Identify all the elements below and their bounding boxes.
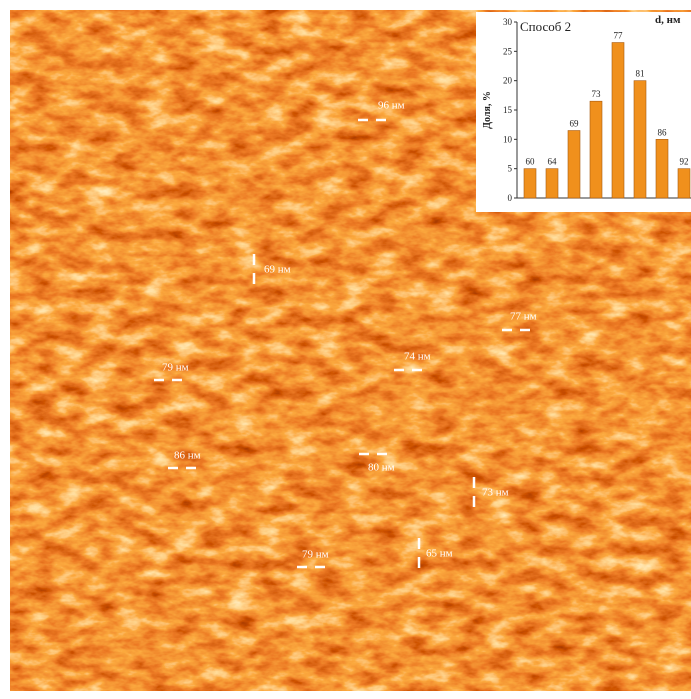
- annotation-label: 69 нм: [264, 264, 291, 276]
- y-tick-label: 25: [503, 46, 513, 56]
- bar: [568, 131, 580, 198]
- bar-category-label: 60: [526, 157, 536, 167]
- annotation-label: 79 нм: [162, 362, 189, 374]
- y-axis-label: Доля, %: [482, 91, 493, 129]
- y-tick-label: 0: [508, 193, 513, 203]
- annotation-label: 74 нм: [404, 351, 431, 363]
- annotation-label: 96 нм: [378, 100, 405, 112]
- bar: [612, 43, 624, 198]
- annotation-label: 86 нм: [174, 450, 201, 462]
- y-tick-label: 5: [508, 164, 513, 174]
- chart-title: Способ 2: [520, 19, 571, 34]
- bar: [656, 139, 668, 198]
- inset-chart: Способ 2 d, нм Доля, % 0 5 10 15 20 25 30 60 64 6…: [476, 12, 691, 212]
- annotation-label: 65 нм: [426, 548, 453, 560]
- bar: [590, 101, 602, 198]
- bar: [524, 169, 536, 198]
- bar-category-label: 73: [592, 89, 602, 99]
- bar-category-label: 64: [548, 157, 558, 167]
- bar-category-label: 69: [570, 119, 580, 129]
- screenshot: 96 нм 69 нм 77 нм 79 нм 74 нм 86 нм 80 нм 73 нм…: [0, 0, 691, 699]
- bar-category-label: 86: [658, 127, 668, 137]
- bar-category-label: 81: [636, 69, 645, 79]
- bar-category-label: 77: [614, 31, 624, 41]
- x-axis-label: d, нм: [655, 14, 681, 26]
- annotation-label: 80 нм: [368, 462, 395, 474]
- bar-category-label: 92: [680, 157, 689, 167]
- bar: [634, 81, 646, 198]
- y-tick-label: 10: [503, 134, 513, 144]
- annotation-label: 77 нм: [510, 311, 537, 323]
- y-tick-label: 15: [503, 105, 513, 115]
- y-tick-label: 30: [503, 17, 513, 27]
- page: 96 нм 69 нм 77 нм 79 нм 74 нм 86 нм 80 нм 73 нм…: [0, 0, 691, 699]
- annotation-label: 73 нм: [482, 487, 509, 499]
- bar: [678, 169, 690, 198]
- bar: [546, 169, 558, 198]
- y-tick-label: 20: [503, 76, 513, 86]
- annotation-label: 79 нм: [302, 549, 329, 561]
